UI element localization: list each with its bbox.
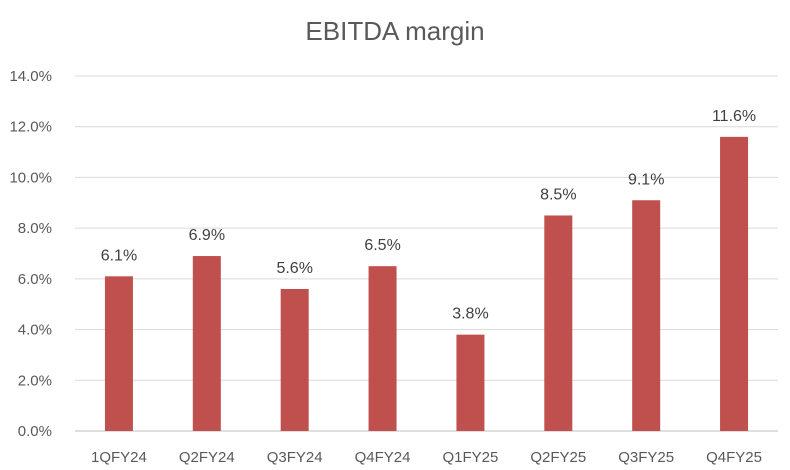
y-tick-label: 0.0% — [18, 423, 52, 440]
bar — [632, 200, 661, 431]
x-category-label: Q4FY24 — [355, 449, 411, 466]
bar — [280, 289, 309, 431]
y-tick-label: 12.0% — [9, 119, 52, 136]
bar — [544, 215, 573, 431]
y-tick-label: 14.0% — [9, 68, 52, 85]
data-labels: 6.1% 6.9% 5.6% 6.5% 3.8% 8.5% 9.1% 11.6% — [101, 108, 756, 323]
data-label: 3.8% — [452, 306, 488, 323]
gridlines — [75, 75, 778, 432]
bar — [192, 256, 221, 431]
data-label: 6.1% — [101, 247, 137, 264]
x-axis-categories: 1QFY24 Q2FY24 Q3FY24 Q4FY24 Q1FY25 Q2FY25 Q3FY… — [91, 449, 762, 466]
bar — [720, 136, 749, 431]
x-category-label: Q2FY24 — [179, 449, 235, 466]
bar — [456, 334, 485, 431]
bar — [368, 266, 397, 431]
data-label: 6.9% — [189, 227, 225, 244]
data-label: 5.6% — [276, 260, 312, 277]
x-category-label: Q1FY25 — [443, 449, 499, 466]
data-label: 11.6% — [712, 108, 756, 125]
data-label: 6.5% — [364, 237, 400, 254]
x-category-label: 1QFY24 — [91, 449, 147, 466]
y-tick-label: 4.0% — [18, 322, 52, 339]
data-label: 9.1% — [628, 171, 664, 188]
y-tick-label: 2.0% — [18, 372, 52, 389]
bar — [104, 276, 133, 431]
x-category-label: Q4FY25 — [706, 449, 762, 466]
x-category-label: Q2FY25 — [530, 449, 586, 466]
y-tick-label: 6.0% — [18, 271, 52, 288]
y-tick-label: 10.0% — [9, 169, 52, 186]
bars — [104, 136, 749, 431]
y-axis-ticks: 0.0% 2.0% 4.0% 6.0% 8.0% 10.0% 12.0% 14.0% — [9, 68, 52, 440]
chart-title: EBITDA margin — [305, 16, 484, 46]
data-label: 8.5% — [540, 186, 576, 203]
x-category-label: Q3FY25 — [618, 449, 674, 466]
x-category-label: Q3FY24 — [267, 449, 323, 466]
y-tick-label: 8.0% — [18, 220, 52, 237]
